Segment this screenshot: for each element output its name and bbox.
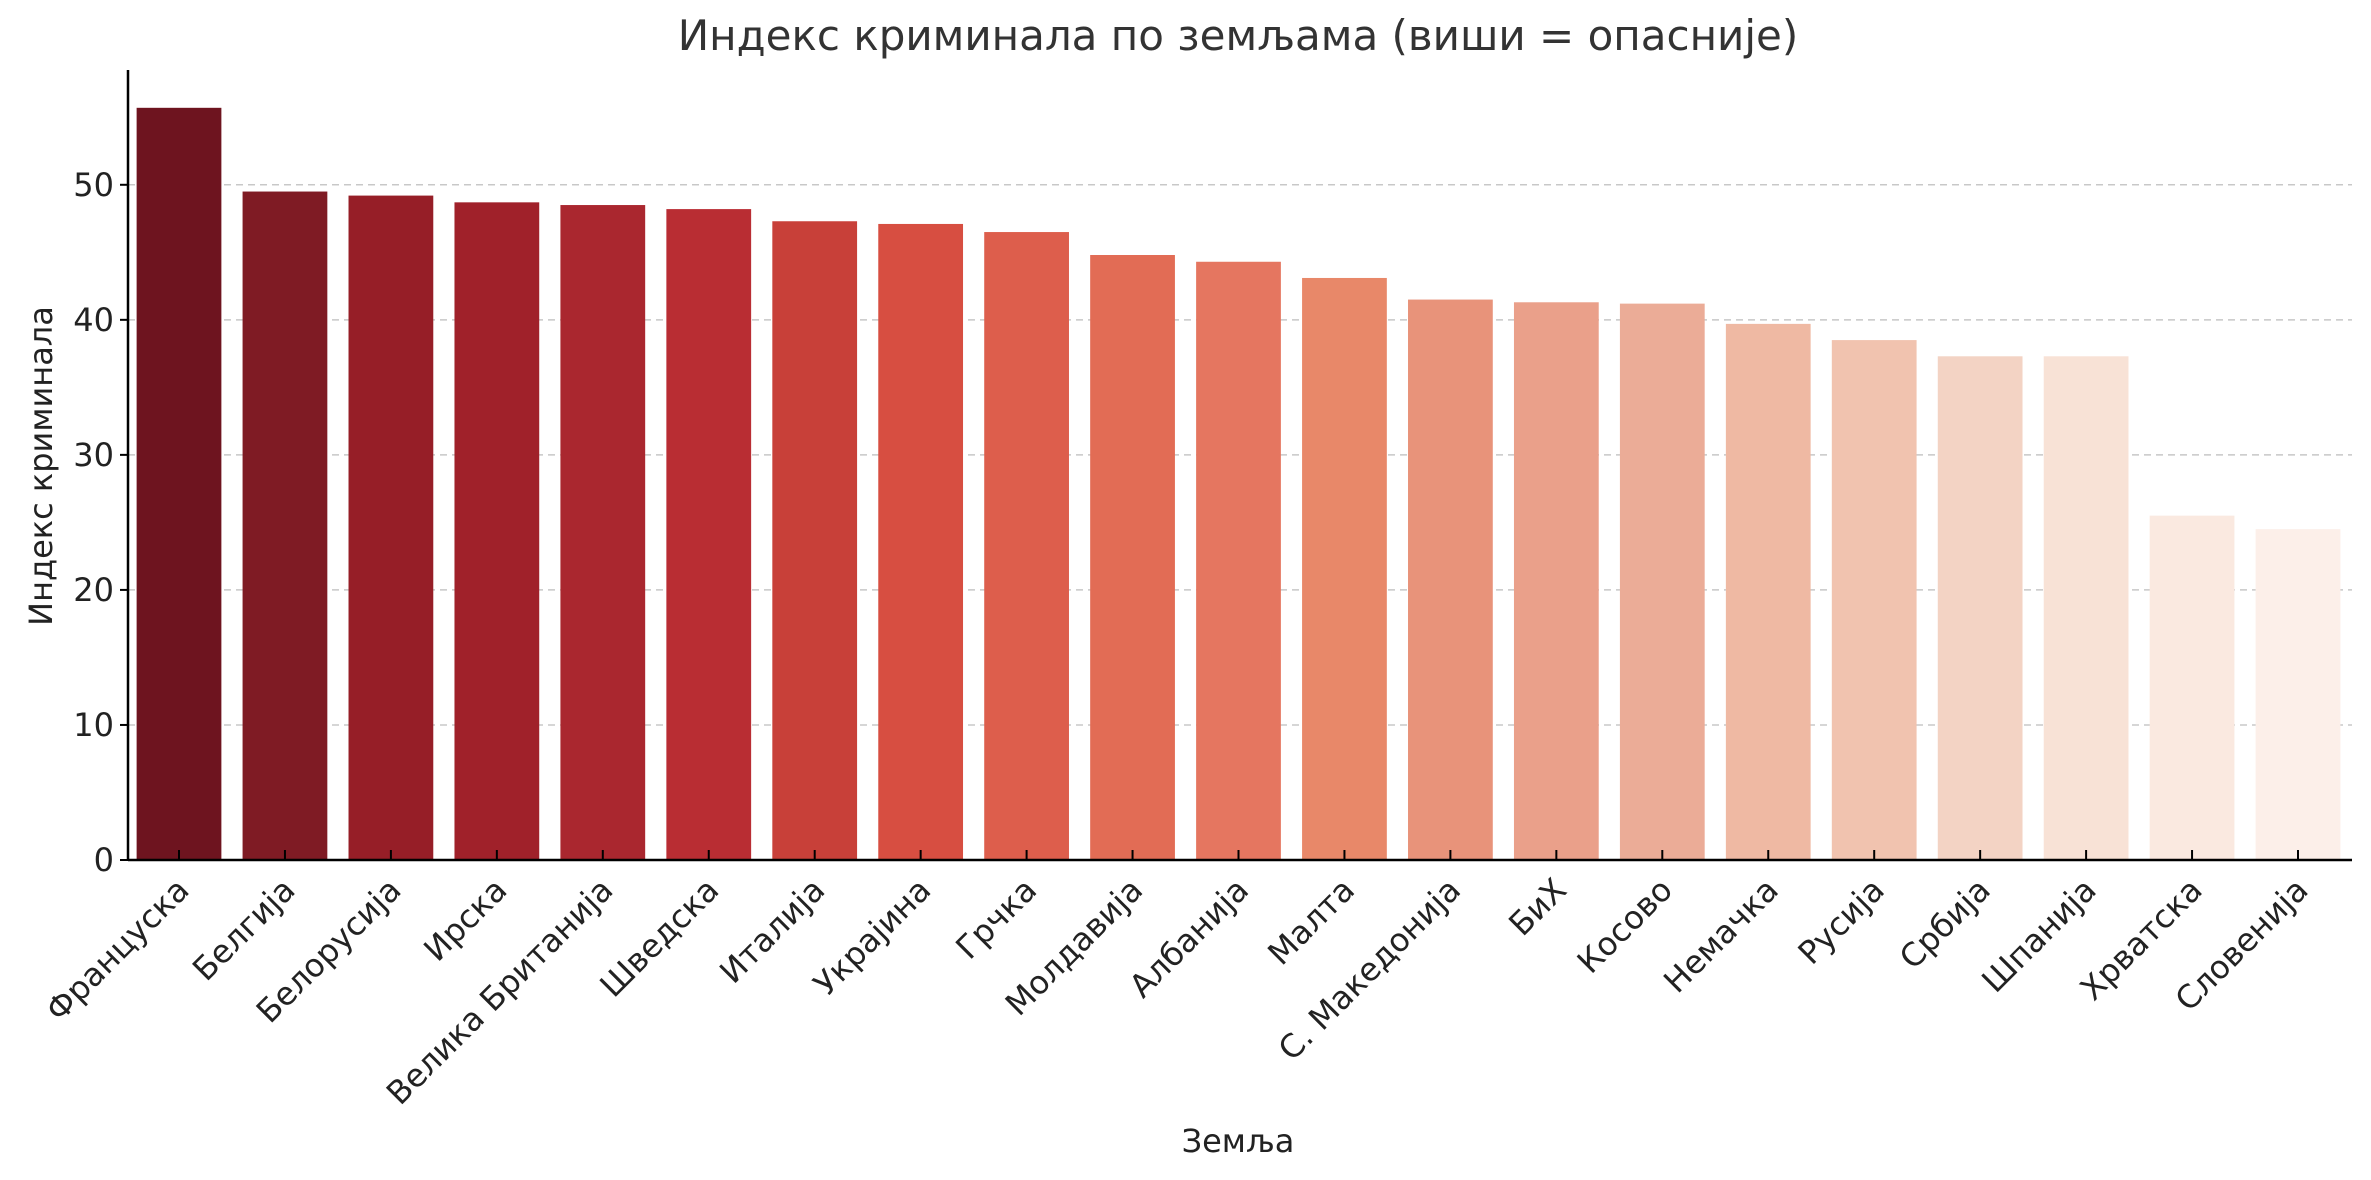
bar bbox=[1302, 277, 1387, 860]
y-tick-label: 50 bbox=[73, 166, 114, 204]
x-tick-label: БиХ bbox=[1501, 871, 1574, 944]
y-tick-label: 40 bbox=[73, 301, 114, 339]
bar bbox=[454, 202, 540, 861]
axes bbox=[126, 70, 2352, 862]
bar bbox=[1090, 255, 1175, 860]
bar bbox=[2149, 515, 2235, 860]
y-tick-label: 20 bbox=[73, 571, 114, 609]
bars bbox=[136, 107, 2341, 861]
bar bbox=[1196, 261, 1281, 860]
bar bbox=[772, 221, 858, 860]
bar bbox=[984, 232, 1069, 861]
bar bbox=[1513, 302, 1599, 860]
y-tick-label: 10 bbox=[73, 706, 114, 744]
bar bbox=[666, 209, 752, 861]
y-tick-label: 0 bbox=[94, 841, 114, 879]
bar bbox=[348, 195, 434, 861]
bar bbox=[1937, 356, 2023, 860]
x-tick-label: Украјина bbox=[806, 871, 938, 1003]
y-tick-label: 30 bbox=[73, 436, 114, 474]
x-tick-label: С. Македонија bbox=[1271, 871, 1468, 1068]
x-tick-label: Косово bbox=[1570, 871, 1680, 981]
bar bbox=[1408, 299, 1493, 861]
bar bbox=[1619, 303, 1705, 861]
bar bbox=[2043, 356, 2129, 860]
y-ticks: 0 10 20 30 40 50 bbox=[73, 166, 128, 879]
chart-title: Индекс криминала по земљама (виши = опас… bbox=[678, 11, 1798, 60]
x-axis-label: Земља bbox=[1182, 1122, 1295, 1160]
bar bbox=[242, 191, 328, 861]
x-tick-label: Ирска bbox=[416, 871, 514, 969]
bar bbox=[1725, 323, 1811, 860]
bar bbox=[136, 107, 222, 861]
x-tick-label: Малта bbox=[1260, 871, 1362, 973]
bar bbox=[560, 205, 646, 861]
x-tick-label: Србија bbox=[1892, 871, 1998, 977]
y-axis-label: Индекс криминала bbox=[22, 306, 60, 626]
x-tick-label: Немачка bbox=[1656, 871, 1786, 1001]
bar bbox=[878, 223, 964, 860]
x-tick-label: Француска bbox=[38, 871, 196, 1029]
x-tick-label: Грчка bbox=[948, 871, 1044, 967]
x-tick-label: Русија bbox=[1791, 871, 1892, 972]
bar bbox=[2255, 529, 2341, 860]
bar bbox=[1831, 340, 1917, 861]
